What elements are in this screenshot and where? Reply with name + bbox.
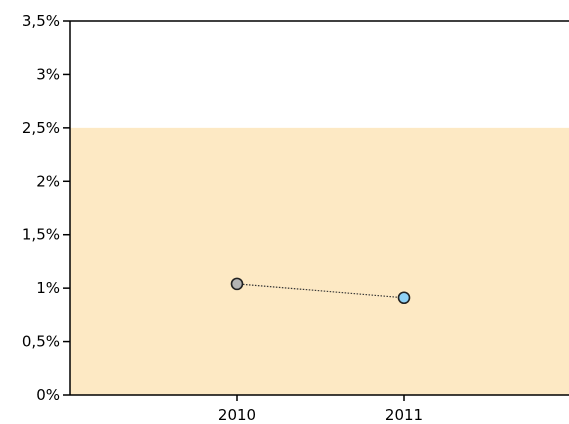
x-tick-label: 2011 [385,406,423,424]
y-tick-label: 0,5% [22,333,60,351]
x-tick-label: 2010 [218,406,256,424]
y-tick-label: 0% [36,386,60,404]
y-tick-label: 1% [36,279,60,297]
y-tick-label: 2% [36,172,60,190]
data-point-2011 [397,291,411,305]
y-tick-label: 3% [36,65,60,83]
series-line [236,283,405,299]
y-tick-label: 3,5% [22,12,60,30]
y-tick-label: 1,5% [22,226,60,244]
target-band [70,127,569,395]
data-point-2010 [230,277,244,291]
y-tick-label: 2,5% [22,119,60,137]
